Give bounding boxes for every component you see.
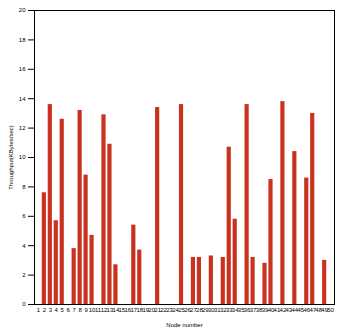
svg-text:10: 10 [19,154,26,160]
svg-text:5: 5 [61,307,65,313]
svg-text:18: 18 [19,37,26,43]
svg-text:7: 7 [72,307,76,313]
svg-text:16: 16 [19,66,26,72]
svg-text:2: 2 [43,307,47,313]
svg-text:Node number: Node number [166,322,202,328]
svg-text:8: 8 [78,307,82,313]
svg-text:8: 8 [22,184,26,190]
svg-text:2: 2 [22,272,26,278]
svg-text:1: 1 [37,307,41,313]
html-text:9 10 11 12 13 14 15 16 17 18 1: 9 10 11 12 13 14 15 16 17 18 19 20 21 22… [84,306,328,313]
svg-text:3: 3 [49,307,53,313]
svg-text:14: 14 [19,96,26,102]
svg-text:Throughput(KBytes/sec): Throughput(KBytes/sec) [8,125,14,190]
svg-text:4: 4 [55,307,59,313]
svg-text:0: 0 [22,301,26,307]
svg-text:4: 4 [22,243,26,249]
svg-text:12: 12 [19,125,26,131]
svg-text:6: 6 [67,307,71,313]
svg-text:20: 20 [19,7,26,13]
svg-text:50: 50 [327,307,334,313]
svg-text:6: 6 [22,213,26,219]
